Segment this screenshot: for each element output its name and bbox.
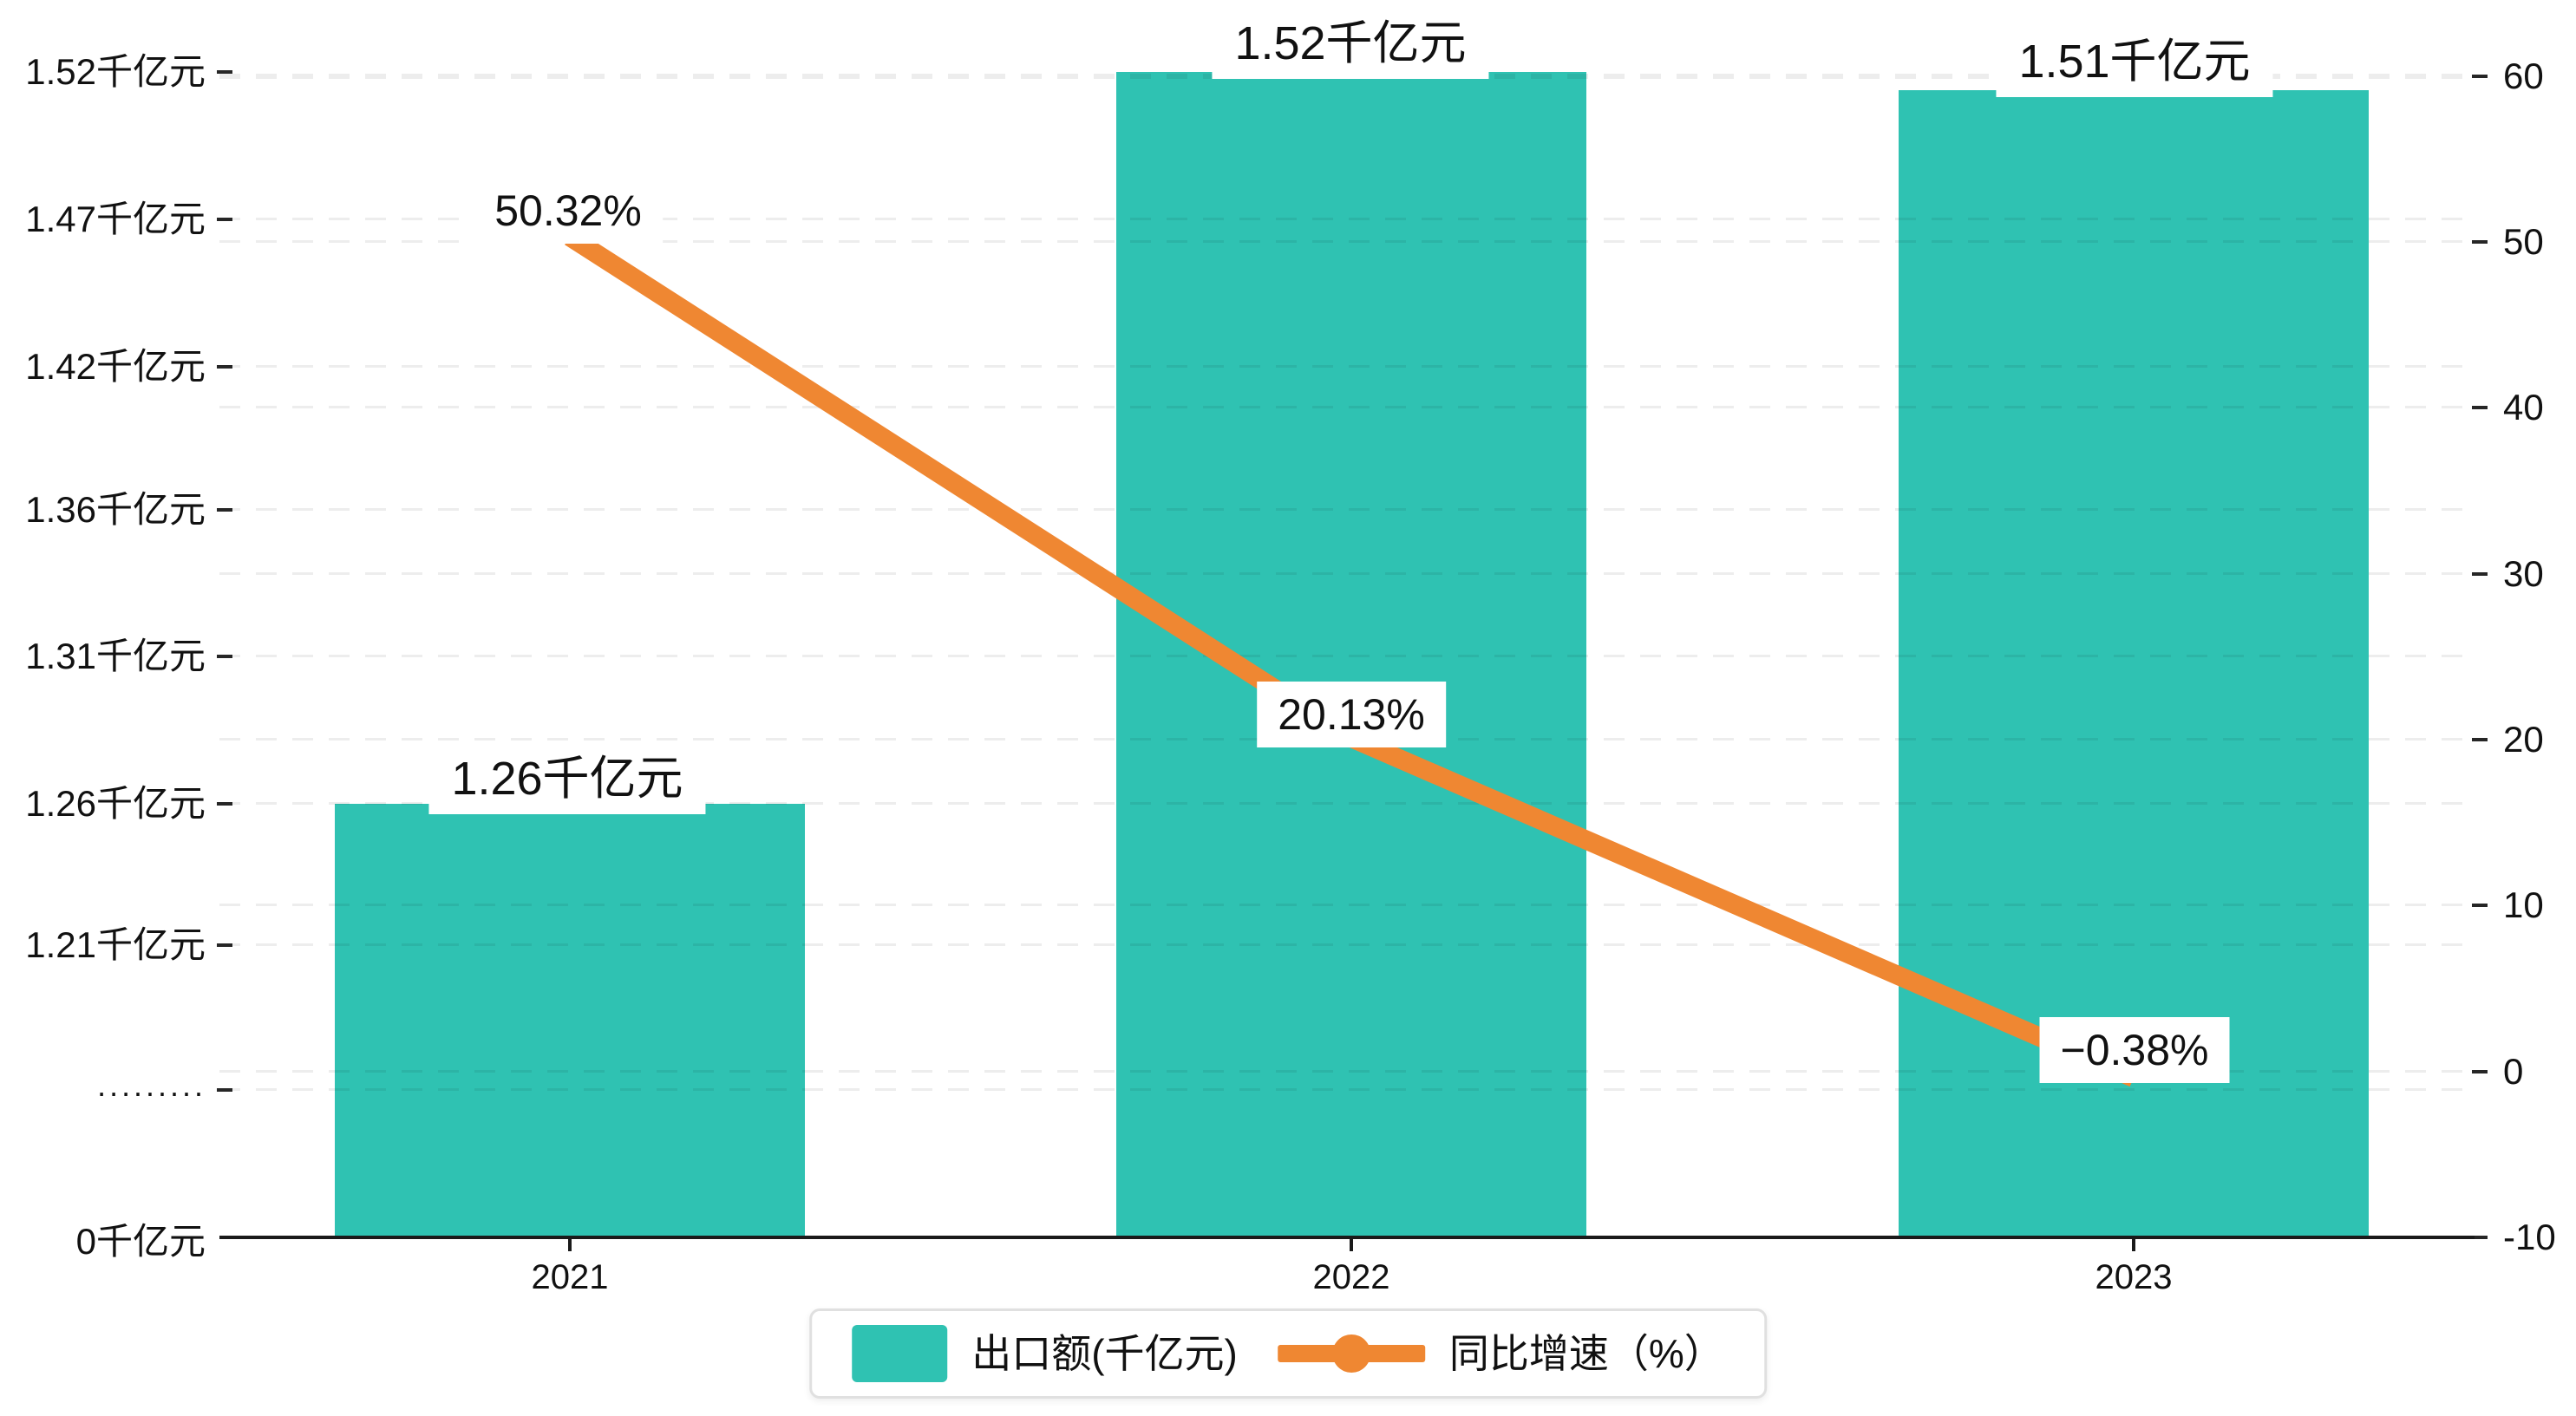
legend-item-growth[interactable]: 同比增速（%） <box>1277 1331 1724 1376</box>
right-axis-label: 10 <box>2503 884 2544 925</box>
right-axis-label: 60 <box>2503 55 2544 96</box>
right-tick <box>2472 75 2488 78</box>
left-axis-label: 1.21千亿元 <box>25 924 206 965</box>
left-axis-label: 1.31千亿元 <box>25 636 206 676</box>
gridline <box>219 508 2475 511</box>
gridline <box>219 1088 2475 1091</box>
right-axis-label: 0 <box>2503 1051 2524 1092</box>
legend-item-export[interactable]: 出口额(千亿元) <box>852 1325 1238 1382</box>
bar-2022[interactable] <box>1116 72 1586 1237</box>
right-tick <box>2472 406 2488 409</box>
gridline <box>219 572 2475 575</box>
line-value-label-2022: 20.13% <box>1257 682 1446 747</box>
left-tick <box>217 218 232 221</box>
gridline <box>219 406 2475 408</box>
left-tick <box>217 508 232 512</box>
left-axis-break-label: ········· <box>96 1074 206 1110</box>
left-tick <box>217 943 232 947</box>
right-tick <box>2472 904 2488 907</box>
bar-value-label-2023: 1.51千亿元 <box>1996 26 2273 97</box>
gridline <box>219 218 2475 220</box>
left-tick <box>217 70 232 74</box>
left-axis-label: 1.47千亿元 <box>25 199 206 239</box>
gridline <box>219 904 2475 906</box>
left-tick <box>217 802 232 806</box>
right-tick <box>2472 1070 2488 1073</box>
x-axis-label-2023: 2023 <box>2095 1258 2173 1296</box>
x-axis-label-2022: 2022 <box>1312 1258 1390 1296</box>
right-tick <box>2472 1236 2488 1239</box>
left-axis-label: 0千亿元 <box>75 1221 206 1262</box>
x-tick <box>568 1239 572 1251</box>
x-tick <box>1350 1239 1353 1251</box>
right-axis-label: 50 <box>2503 221 2544 262</box>
right-tick <box>2472 738 2488 741</box>
right-axis-label: 40 <box>2503 387 2544 427</box>
left-axis-label: 1.52千亿元 <box>25 51 206 92</box>
x-tick <box>2132 1239 2135 1251</box>
line-swatch-icon <box>1277 1334 1425 1373</box>
left-axis-label: 1.36千亿元 <box>25 489 206 530</box>
left-tick <box>217 1088 232 1092</box>
gridline <box>219 943 2475 946</box>
gridline <box>219 240 2475 243</box>
gridline <box>219 802 2475 805</box>
legend: 出口额(千亿元) 同比增速（%） <box>809 1308 1767 1399</box>
x-axis-line <box>219 1236 2475 1239</box>
line-value-label-2023: −0.38% <box>2039 1017 2230 1083</box>
right-axis-label: 20 <box>2503 719 2544 760</box>
bar-value-label-2022: 1.52千亿元 <box>1212 8 1489 79</box>
legend-label-export: 出口额(千亿元) <box>971 1331 1238 1376</box>
bar-value-label-2021: 1.26千亿元 <box>428 743 706 814</box>
gridline <box>219 1070 2475 1073</box>
line-value-label-2021: 50.32% <box>474 178 663 244</box>
bar-2021[interactable] <box>335 804 805 1237</box>
legend-label-growth: 同比增速（%） <box>1448 1331 1724 1376</box>
right-tick <box>2472 572 2488 576</box>
left-tick <box>217 365 232 369</box>
gridline <box>219 655 2475 657</box>
bar-swatch-icon <box>852 1325 948 1382</box>
right-axis-label: 30 <box>2503 553 2544 594</box>
left-tick <box>217 655 232 658</box>
gridline <box>219 365 2475 368</box>
left-axis-label: 1.26千亿元 <box>25 783 206 824</box>
right-axis-label: -10 <box>2503 1217 2556 1257</box>
line-dot-icon <box>1331 1334 1370 1373</box>
left-axis-label: 1.42千亿元 <box>25 346 206 387</box>
x-axis-label-2021: 2021 <box>531 1258 609 1296</box>
right-tick <box>2472 240 2488 244</box>
